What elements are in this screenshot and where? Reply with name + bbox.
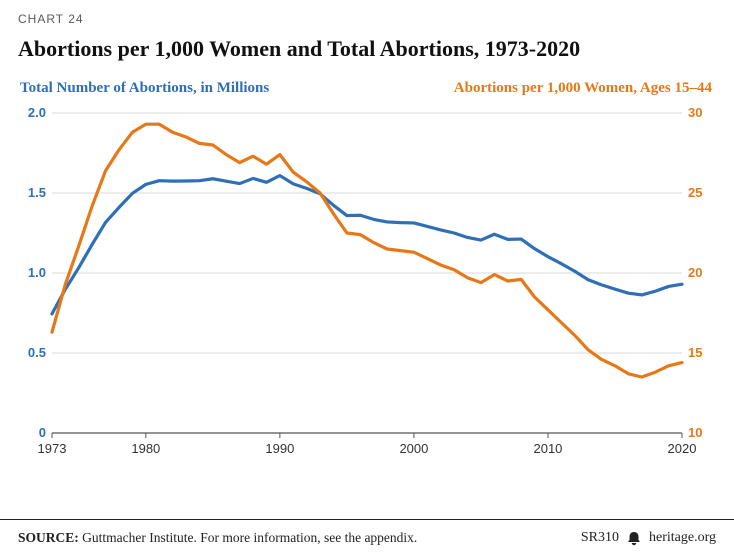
chart-svg: 0 0.5 1.0 1.5 2.0 10 15 20 25 30 1973 1980 1990 2000 2… bbox=[18, 101, 716, 461]
svg-text:30: 30 bbox=[688, 105, 702, 120]
svg-text:20: 20 bbox=[688, 265, 702, 280]
legend-left: Total Number of Abortions, in Millions bbox=[20, 80, 269, 97]
svg-text:2000: 2000 bbox=[399, 441, 428, 456]
chart-plot: 0 0.5 1.0 1.5 2.0 10 15 20 25 30 1973 1980 1990 2000 2… bbox=[18, 101, 716, 461]
svg-text:1980: 1980 bbox=[131, 441, 160, 456]
svg-text:15: 15 bbox=[688, 345, 702, 360]
svg-text:0: 0 bbox=[39, 425, 46, 440]
source-label: SOURCE: bbox=[18, 530, 79, 545]
brand-block: SR310 heritage.org bbox=[581, 530, 716, 546]
legend-row: Total Number of Abortions, in Millions A… bbox=[18, 80, 716, 97]
svg-text:1973: 1973 bbox=[38, 441, 67, 456]
svg-text:1990: 1990 bbox=[265, 441, 294, 456]
brand-text: heritage.org bbox=[649, 530, 716, 546]
svg-text:1.0: 1.0 bbox=[28, 265, 46, 280]
legend-right: Abortions per 1,000 Women, Ages 15–44 bbox=[454, 80, 712, 97]
chart-title: Abortions per 1,000 Women and Total Abor… bbox=[18, 36, 716, 62]
source-line: SOURCE: Guttmacher Institute. For more i… bbox=[18, 530, 417, 546]
svg-text:2020: 2020 bbox=[668, 441, 697, 456]
chart-number: CHART 24 bbox=[18, 12, 716, 26]
svg-text:2010: 2010 bbox=[533, 441, 562, 456]
svg-text:0.5: 0.5 bbox=[28, 345, 46, 360]
report-id: SR310 bbox=[581, 530, 619, 546]
svg-text:1.5: 1.5 bbox=[28, 185, 46, 200]
svg-text:25: 25 bbox=[688, 185, 702, 200]
source-text: Guttmacher Institute. For more informati… bbox=[79, 530, 418, 545]
svg-text:10: 10 bbox=[688, 425, 702, 440]
svg-text:2.0: 2.0 bbox=[28, 105, 46, 120]
bell-icon bbox=[627, 530, 641, 546]
footer: SOURCE: Guttmacher Institute. For more i… bbox=[0, 519, 734, 558]
